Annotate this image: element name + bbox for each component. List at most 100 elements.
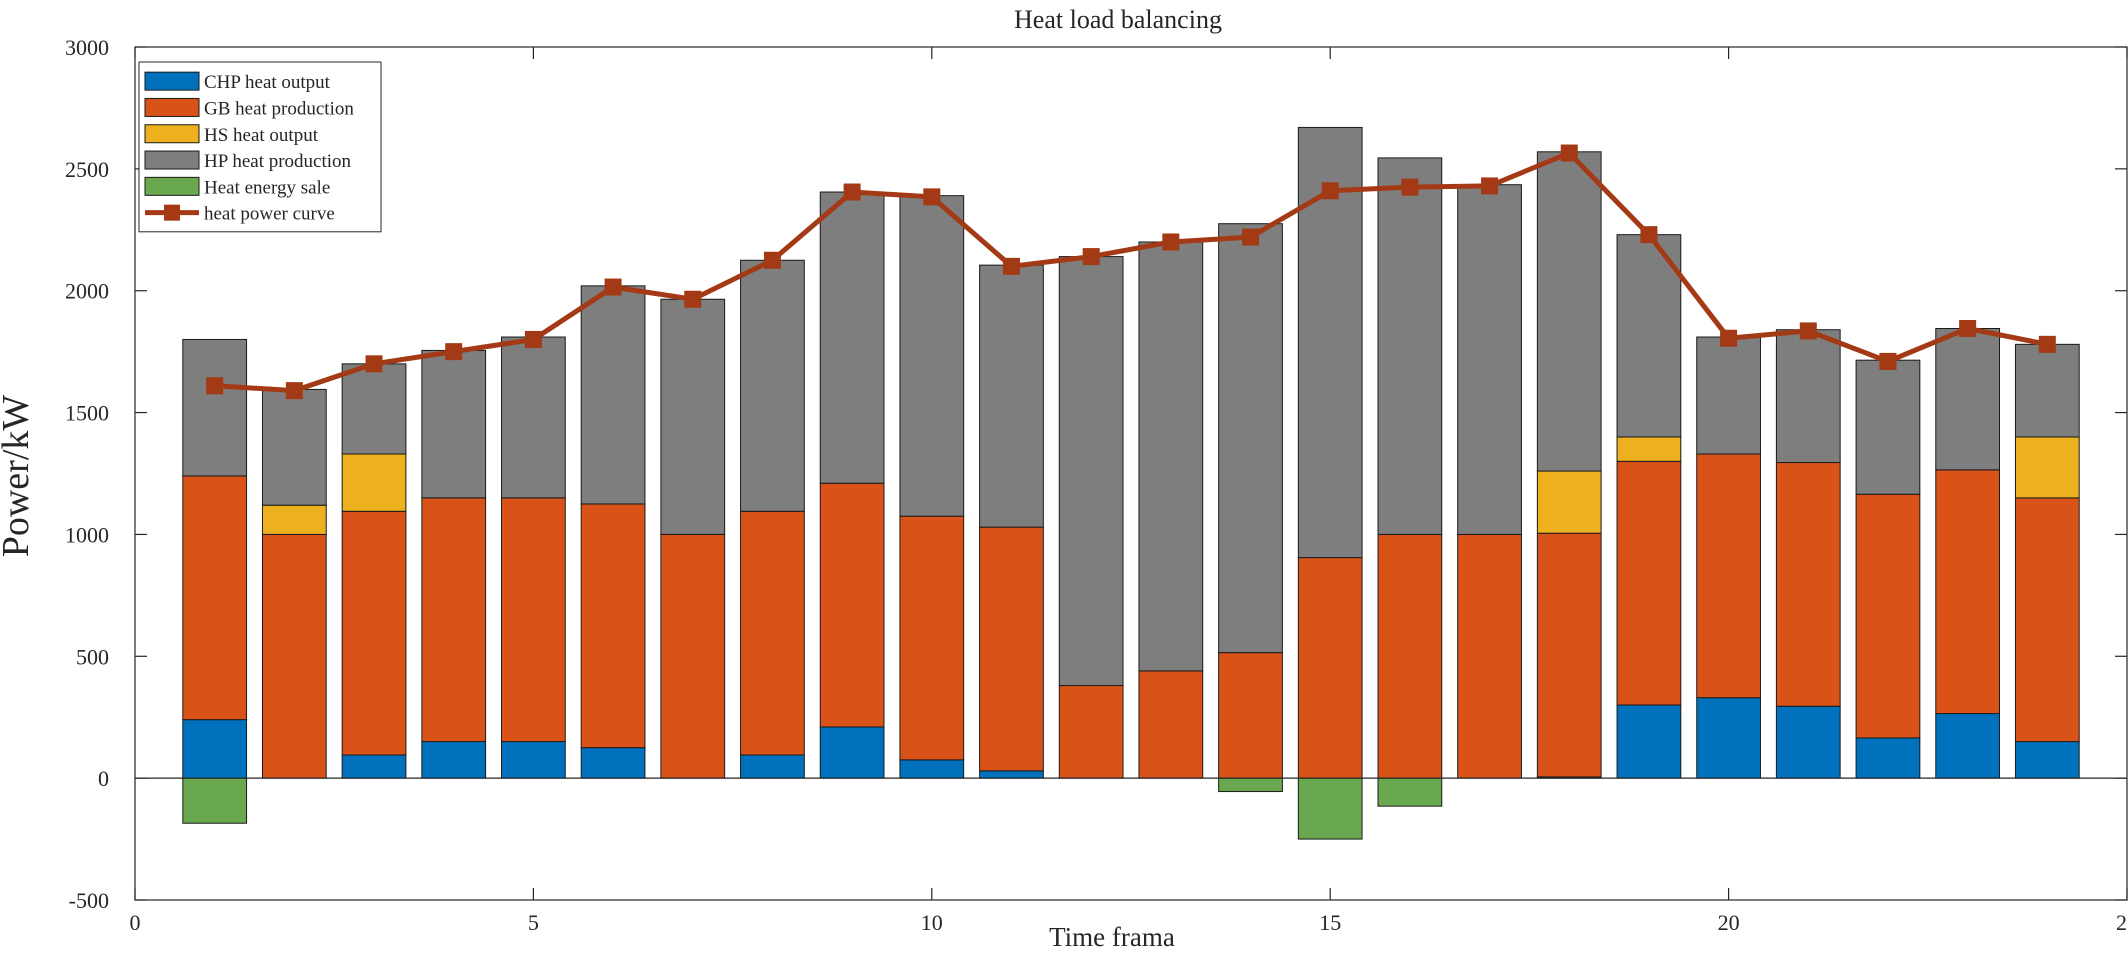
bar-hp-heat-production: [341, 363, 407, 455]
y-tick-label: -500: [69, 888, 109, 913]
bar-chp-heat-output: [1616, 704, 1682, 779]
x-tick-label: 0: [130, 910, 141, 935]
plot-area: -500 0 500 1000 1500 2000 2500 3000 0 5 10 15 20 25: [65, 35, 2128, 935]
y-tick-label: 0: [98, 766, 109, 791]
bar-chp-heat-output: [899, 759, 965, 779]
bar-chp-heat-output: [501, 741, 566, 779]
heat-power-curve-marker: [1401, 178, 1419, 196]
bar-hp-heat-production: [580, 285, 646, 505]
bar-chp-heat-output: [2014, 741, 2080, 779]
bar-gb-heat-production: [1218, 652, 1283, 779]
heat-power-curve-marker: [684, 290, 702, 308]
bar-chp-heat-output: [1775, 705, 1841, 779]
bar-chp-heat-output: [580, 747, 646, 779]
legend-label: heat power curve: [204, 204, 335, 225]
bar-hp-heat-production: [421, 349, 487, 499]
bar-chp-heat-output: [341, 754, 407, 779]
legend-swatch: [144, 97, 200, 117]
heat-power-curve-marker: [1162, 233, 1180, 251]
bar-hs-heat-output: [261, 504, 327, 535]
bar-hp-heat-production: [2014, 343, 2080, 438]
legend-label: Heat energy sale: [204, 177, 330, 198]
heat-power-curve-marker: [2038, 335, 2056, 353]
bar-hp-heat-production: [1616, 234, 1682, 438]
bar-gb-heat-production: [182, 475, 248, 721]
bar-chp-heat-output: [421, 741, 487, 779]
bar-hp-heat-production: [1218, 223, 1283, 654]
legend-swatch: [144, 71, 200, 91]
heat-power-curve-marker: [1242, 228, 1260, 246]
legend-label: HS heat output: [204, 125, 319, 146]
heat-power-curve-marker: [1481, 177, 1499, 195]
bar-gb-heat-production: [2014, 497, 2080, 743]
bar-gb-heat-production: [1138, 670, 1204, 779]
heat-power-curve-marker: [1720, 329, 1738, 347]
legend-label: CHP heat output: [204, 72, 331, 93]
bar-gb-heat-production: [1855, 493, 1921, 739]
bar-gb-heat-production: [819, 482, 885, 728]
bar-hp-heat-production: [1935, 327, 2001, 471]
bar-gb-heat-production: [660, 533, 726, 779]
bar-chp-heat-output: [819, 726, 885, 779]
heat-power-curve-marker: [1879, 352, 1897, 370]
bar-gb-heat-production: [261, 533, 327, 779]
legend-swatch: [144, 150, 200, 170]
bar-chp-heat-output: [1855, 737, 1921, 779]
bar-hp-heat-production: [1696, 336, 1761, 455]
x-tick-label: 5: [528, 910, 539, 935]
bar-gb-heat-production: [1536, 532, 1602, 778]
bar-heat-energy-sale: [1218, 777, 1283, 793]
heat-power-curve-marker: [1640, 226, 1658, 244]
bar-gb-heat-production: [421, 497, 487, 743]
bar-hp-heat-production: [501, 336, 566, 499]
bar-gb-heat-production: [580, 503, 646, 749]
bar-chp-heat-output: [1696, 697, 1761, 779]
y-tick-label: 2000: [65, 279, 109, 304]
bar-gb-heat-production: [1457, 533, 1522, 779]
bar-chp-heat-output: [979, 770, 1044, 779]
legend: CHP heat output GB heat production HS heat…: [138, 61, 382, 233]
heat-power-curve-marker: [1799, 322, 1817, 340]
bar-hs-heat-output: [2014, 436, 2080, 499]
bar-gb-heat-production: [1696, 453, 1761, 699]
heat-power-curve-marker: [1560, 144, 1578, 162]
bar-hp-heat-production: [1775, 329, 1841, 464]
y-tick-label: 2500: [65, 157, 109, 182]
heat-power-curve-marker: [763, 251, 781, 269]
x-tick-label: 15: [1319, 910, 1341, 935]
plot-frame: [134, 46, 2128, 901]
y-tick-label: 3000: [65, 35, 109, 60]
bar-hp-heat-production: [1457, 184, 1522, 535]
bar-chp-heat-output: [182, 719, 248, 779]
heat-power-curve-marker: [524, 330, 542, 348]
bar-hp-heat-production: [899, 195, 965, 517]
bar-gb-heat-production: [1935, 469, 2001, 715]
bar-hp-heat-production: [182, 338, 248, 477]
heat-power-curve-marker: [365, 355, 383, 373]
bar-hs-heat-output: [341, 453, 407, 512]
heat-power-curve-marker: [923, 188, 941, 206]
heat-power-curve-line: [214, 150, 2048, 394]
heat-power-curve-marker: [285, 382, 303, 400]
heat-power-curve-marker: [206, 377, 224, 395]
y-tick-label: 1000: [65, 522, 109, 547]
bar-gb-heat-production: [979, 526, 1044, 772]
heat-power-curve-marker: [1082, 248, 1100, 266]
x-tick-label: 20: [1718, 910, 1740, 935]
heat-power-curve-marker: [604, 278, 622, 296]
heat-power-curve-marker: [1321, 182, 1339, 200]
bar-hp-heat-production: [979, 264, 1044, 528]
legend-swatch-marker: [164, 204, 180, 221]
x-tick-label: 10: [921, 910, 943, 935]
chart-title: Heat load balancing: [1014, 5, 1222, 34]
bar-hp-heat-production: [1536, 151, 1602, 472]
heat-power-curve-marker: [1959, 319, 1977, 337]
bar-gb-heat-production: [1297, 557, 1363, 779]
bar-chp-heat-output: [1935, 713, 2001, 779]
bar-gb-heat-production: [740, 510, 805, 756]
bar-hp-heat-production: [660, 298, 726, 535]
legend-label: GB heat production: [204, 98, 354, 119]
bar-gb-heat-production: [1775, 462, 1841, 707]
legend-swatch: [144, 124, 200, 144]
